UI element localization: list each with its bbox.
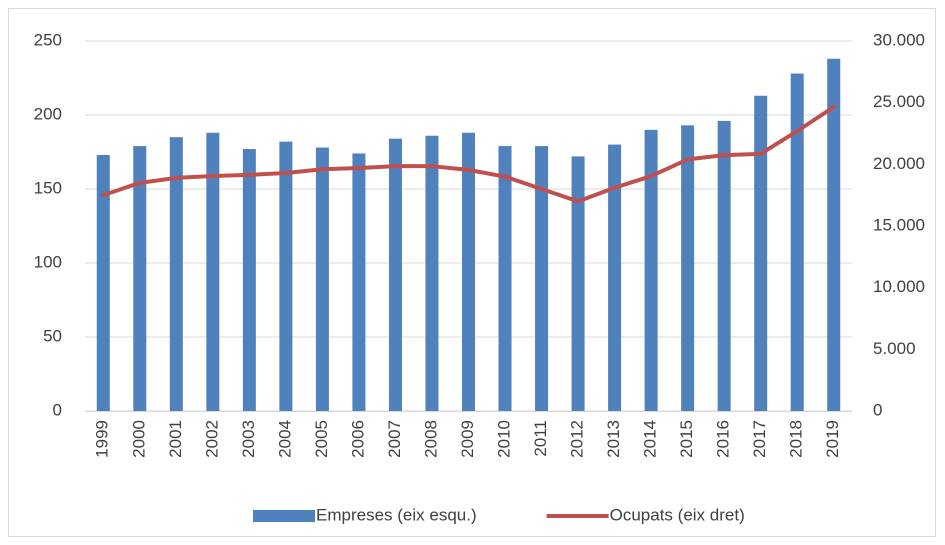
bar	[790, 73, 804, 411]
bar	[717, 120, 731, 412]
y-tick-label: 50	[43, 326, 62, 345]
x-tick-label: 2018	[787, 420, 806, 458]
x-tick-label: 2011	[531, 420, 550, 457]
x-tick-label: 1999	[93, 420, 112, 458]
bar	[754, 95, 768, 411]
bar	[535, 146, 549, 411]
x-tick-label: 2017	[750, 420, 769, 458]
x-tick-label: 2000	[129, 420, 148, 458]
bar	[608, 144, 622, 411]
y-tick-label: 0	[53, 400, 62, 419]
y-tick-label: 250	[34, 30, 62, 49]
x-tick-label: 2019	[823, 420, 842, 458]
bar	[827, 58, 841, 411]
y2-tick-label: 20.000	[873, 154, 925, 173]
bar	[352, 153, 366, 412]
y2-tick-label: 15.000	[873, 215, 925, 234]
bar	[279, 141, 293, 411]
x-tick-label: 2005	[312, 420, 331, 458]
y-tick-label: 200	[34, 104, 62, 123]
y2-tick-label: 25.000	[873, 92, 925, 111]
x-tick-label: 2007	[385, 420, 404, 458]
bar	[315, 147, 329, 411]
bar	[462, 132, 475, 411]
y2-tick-label: 30.000	[873, 30, 925, 49]
bar	[206, 132, 220, 411]
y-tick-label: 100	[34, 252, 62, 271]
legend-swatch	[253, 510, 315, 522]
legend-label: Empreses (eix esqu.)	[316, 505, 477, 524]
bar	[169, 137, 183, 411]
x-tick-label: 2008	[421, 420, 440, 458]
x-tick-label: 2015	[677, 420, 696, 458]
line	[101, 104, 836, 204]
x-tick-label: 2006	[348, 420, 367, 458]
x-tick-label: 2012	[568, 420, 587, 458]
bar	[681, 125, 695, 412]
x-tick-label: 2004	[275, 420, 294, 458]
y2-tick-label: 0	[873, 400, 882, 419]
x-tick-label: 2013	[604, 420, 623, 458]
bar	[571, 156, 585, 411]
x-tick-label: 2014	[641, 420, 660, 458]
bar	[498, 146, 512, 411]
x-tick-label: 2009	[458, 420, 477, 458]
y2-tick-label: 10.000	[873, 277, 925, 296]
x-tick-label: 2001	[166, 420, 185, 458]
x-tick-label: 2010	[495, 420, 514, 458]
x-tick-label: 2016	[714, 420, 733, 458]
bar	[133, 146, 147, 411]
y2-tick-label: 5.000	[873, 339, 916, 358]
bar	[242, 149, 256, 412]
bar	[388, 138, 402, 411]
bar	[425, 135, 439, 411]
legend-label: Ocupats (eix dret)	[610, 505, 745, 524]
y-tick-label: 150	[34, 178, 62, 197]
x-tick-label: 2002	[202, 420, 221, 458]
x-tick-label: 2003	[239, 420, 258, 458]
bar	[644, 129, 658, 412]
bar	[96, 154, 110, 411]
